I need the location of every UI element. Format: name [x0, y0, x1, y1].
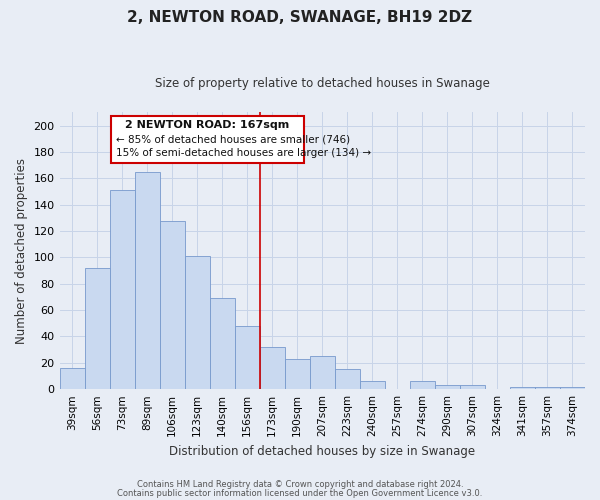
Bar: [310, 356, 335, 389]
Bar: [160, 220, 185, 389]
Bar: [460, 385, 485, 389]
Bar: [435, 385, 460, 389]
Bar: [235, 326, 260, 389]
Bar: [209, 298, 235, 389]
Bar: [535, 386, 560, 389]
Bar: [360, 382, 385, 389]
Bar: [85, 268, 110, 389]
Bar: [260, 347, 285, 389]
Bar: [560, 386, 585, 389]
Text: 2, NEWTON ROAD, SWANAGE, BH19 2DZ: 2, NEWTON ROAD, SWANAGE, BH19 2DZ: [127, 10, 473, 25]
Text: Contains HM Land Registry data © Crown copyright and database right 2024.: Contains HM Land Registry data © Crown c…: [137, 480, 463, 489]
Bar: [335, 370, 360, 389]
X-axis label: Distribution of detached houses by size in Swanage: Distribution of detached houses by size …: [169, 444, 475, 458]
Text: ← 85% of detached houses are smaller (746): ← 85% of detached houses are smaller (74…: [116, 135, 350, 145]
Bar: [134, 172, 160, 389]
Text: Contains public sector information licensed under the Open Government Licence v3: Contains public sector information licen…: [118, 488, 482, 498]
Title: Size of property relative to detached houses in Swanage: Size of property relative to detached ho…: [155, 78, 490, 90]
Bar: [110, 190, 134, 389]
FancyBboxPatch shape: [111, 116, 304, 162]
Bar: [59, 368, 85, 389]
Bar: [285, 359, 310, 389]
Bar: [410, 382, 435, 389]
Y-axis label: Number of detached properties: Number of detached properties: [15, 158, 28, 344]
Text: 2 NEWTON ROAD: 167sqm: 2 NEWTON ROAD: 167sqm: [125, 120, 289, 130]
Text: 15% of semi-detached houses are larger (134) →: 15% of semi-detached houses are larger (…: [116, 148, 371, 158]
Bar: [510, 386, 535, 389]
Bar: [185, 256, 209, 389]
